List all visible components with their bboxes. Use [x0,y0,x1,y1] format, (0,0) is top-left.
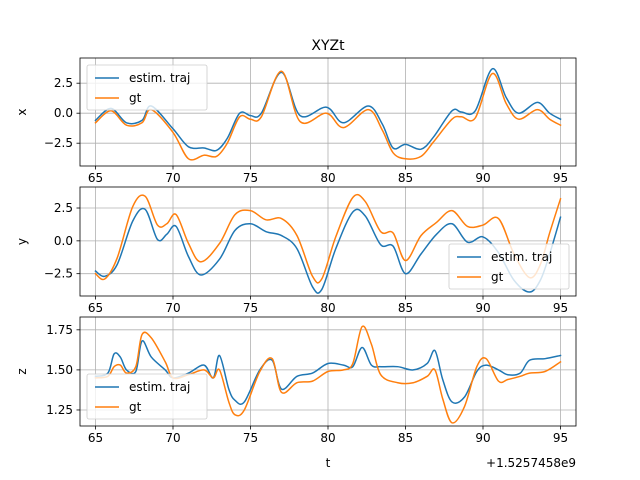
x-tick-label: 95 [553,301,568,315]
y-tick-label: 1.75 [46,323,73,337]
x-tick-label: 65 [88,171,103,185]
subplot-y: 65 70 75 80 85 90 95 −2.5 0.0 2.5 y estim. traj gt [15,186,577,315]
subplot-z: 65 70 75 80 85 90 95 1.25 1.50 1.75 z estim. traj gt [15,316,577,445]
x-tick-label: 65 [88,431,103,445]
x-tick-label: 70 [165,301,180,315]
series-line-ground-truth [94,193,562,284]
x-tick-label: 75 [243,431,258,445]
series-lines [94,325,562,424]
legend-label: estim. traj [491,250,552,264]
x-tick-label: 80 [320,431,335,445]
grid-lines [80,317,576,426]
x-tick-label: 85 [398,301,413,315]
y-axis-label: y [15,238,29,245]
x-tick-label: 75 [243,301,258,315]
x-tick-label: 90 [475,171,490,185]
x-tick-label: 75 [243,171,258,185]
y-tick-label: 1.25 [46,403,73,417]
x-axis-label: t [326,456,331,470]
series-line-ground-truth [94,325,562,424]
x-tick-label: 90 [475,431,490,445]
y-tick-label: 2.5 [54,76,73,90]
legend: estim. traj gt [448,243,570,290]
series-line-estimate [94,207,562,294]
y-tick-label: −2.5 [44,267,73,281]
chart-title: XYZt [311,38,345,54]
x-tick-label: 85 [398,431,413,445]
y-tick-label: 0.0 [54,234,73,248]
y-axis-label: z [15,368,29,374]
x-axis-offset-text: +1.5257458e9 [486,456,576,470]
legend: estim. traj gt [86,373,208,420]
y-axis-label: x [15,108,29,115]
x-tick-label: 95 [553,431,568,445]
subplot-x: 65 70 75 80 85 90 95 −2.5 0.0 2.5 x estim. traj gt [15,57,577,185]
x-tick-label: 80 [320,171,335,185]
series-lines [94,193,562,294]
x-tick-label: 95 [553,171,568,185]
series-line-estimate [94,340,562,405]
x-tick-label: 65 [88,301,103,315]
series-line-ground-truth [94,70,562,161]
series-line-estimate [94,68,562,152]
grid-lines [80,58,576,166]
x-tick-label: 85 [398,171,413,185]
y-tick-label: 0.0 [54,106,73,120]
legend-label: gt [129,400,142,414]
x-tick-label: 80 [320,301,335,315]
y-tick-label: −2.5 [44,136,73,150]
legend: estim. traj gt [86,64,208,111]
series-lines [94,68,562,161]
legend-label: gt [129,91,142,105]
y-tick-label: 2.5 [54,201,73,215]
legend-label: estim. traj [129,380,190,394]
x-tick-label: 70 [165,171,180,185]
x-tick-label: 70 [165,431,180,445]
legend-label: estim. traj [129,71,190,85]
legend-label: gt [491,270,504,284]
x-tick-label: 90 [475,301,490,315]
y-tick-label: 1.50 [46,363,73,377]
